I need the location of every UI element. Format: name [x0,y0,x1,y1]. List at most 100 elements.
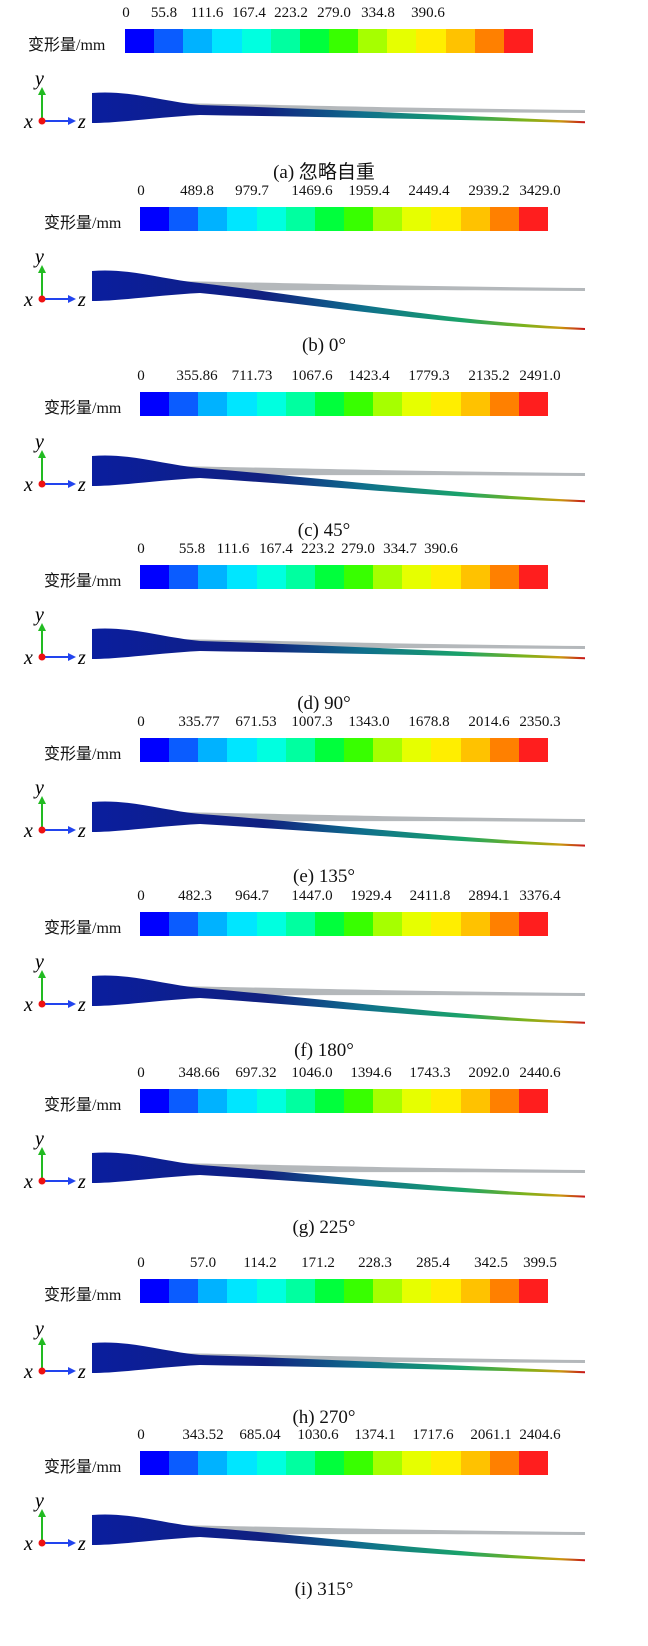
colorbar-segment [489,392,519,416]
colorbar-segment [169,738,199,762]
colorbar-segment [489,738,519,762]
colorbar-segment [256,738,286,762]
colorbar-segment [489,565,519,589]
colorbar-segment [518,207,548,231]
colorbar-segment [518,738,548,762]
colorbar-segment [314,1279,344,1303]
colorbar-segment [314,1451,344,1475]
tick-label: 482.3 [178,888,212,904]
z-axis-label: z [77,289,86,311]
tick-label: 348.66 [178,1065,220,1081]
tick-label: 2894.1 [468,888,510,904]
colorbar-segment [227,392,257,416]
colorbar-segment [169,207,199,231]
colorbar-segment [373,392,403,416]
deformed-blade [92,455,585,503]
tick-label: 57.0 [189,1255,217,1271]
colorbar-label: 变形量/mm [44,1097,122,1114]
axis-triad: yx z [23,1318,86,1383]
colorbar-segment [227,1089,257,1113]
colorbar-segment [198,565,228,589]
colorbar-ticks: 0 343.52 685.04 1030.6 1374.1 1717.6 2061.1 240… [0,1427,648,1449]
panel-3: 0 355.86 711.73 1067.6 1423.4 1779.3 2135.2 249… [0,368,648,541]
colorbar-label: 变形量/mm [44,746,122,763]
colorbar-segment [460,912,490,936]
panel-caption: (c) 45° [297,520,351,541]
colorbar-segment [140,392,170,416]
colorbar-segment [183,29,213,53]
x-axis-label: x [23,994,33,1016]
axis-triad: yx z [23,777,86,842]
colorbar-segment [431,392,461,416]
tick-label: 2449.4 [408,183,450,199]
tick-label: 685.04 [239,1427,281,1443]
axis-triad: yx z [23,246,86,311]
colorbar-ticks: 0 335.77 671.53 1007.3 1343.0 1678.8 2014.6 235… [0,714,648,736]
colorbar-segment [489,1279,519,1303]
x-axis-label: x [23,474,33,496]
colorbar-segment [431,912,461,936]
y-axis-label: y [33,951,44,973]
colorbar-segment [198,738,228,762]
colorbar-segment [227,1279,257,1303]
tick-label: 2491.0 [519,368,561,384]
colorbar-segment [198,392,228,416]
colorbar-segment [169,1279,199,1303]
axis-triad: yx z [23,431,86,496]
tick-label: 2092.0 [468,1065,510,1081]
y-axis-label: y [33,1490,44,1512]
colorbar-segment [431,1279,461,1303]
panel-caption: (d) 90° [297,693,351,714]
colorbar-segment [373,1451,403,1475]
colorbar-segment [387,29,417,53]
colorbar-segment [416,29,446,53]
tick-label: 3376.4 [519,888,561,904]
colorbar-label: 变形量/mm [44,920,122,937]
colorbar-segment [285,207,315,231]
colorbar [140,207,548,231]
y-axis-label: y [33,246,44,268]
panel-caption: (g) 225° [292,1217,356,1238]
z-axis-label: z [77,1361,86,1383]
tick-label: 399.5 [523,1255,557,1271]
colorbar [125,29,533,53]
colorbar [140,1089,548,1113]
tick-label: 55.8 [150,5,178,21]
tick-label: 0 [137,183,145,199]
colorbar-label: 变形量/mm [44,400,122,417]
tick-label: 1447.0 [291,888,333,904]
colorbar [140,1279,548,1303]
tick-label: 1717.6 [412,1427,454,1443]
panel-caption: (h) 270° [292,1407,356,1428]
tick-label: 1046.0 [291,1065,333,1081]
tick-label: 2939.2 [468,183,510,199]
deformed-blade [92,975,585,1024]
axis-triad: yx z [23,68,86,133]
tick-label: 0 [137,1427,145,1443]
tick-label: 334.8 [361,5,395,21]
tick-label: 671.53 [235,714,277,730]
tick-label: 285.4 [416,1255,450,1271]
deformed-blade [92,270,585,330]
colorbar-segment [227,207,257,231]
tick-label: 111.6 [190,5,224,21]
colorbar-segment [169,912,199,936]
colorbar-segment [460,207,490,231]
colorbar-segment [373,1089,403,1113]
colorbar-segment [270,29,300,53]
blade-deformation-view: yx z [23,777,585,847]
colorbar-segment [140,565,170,589]
colorbar-segment [431,1451,461,1475]
z-axis-label: z [77,1171,86,1193]
colorbar-ticks: 0 489.8 979.7 1469.6 1959.4 2449.4 2939.2 3429.… [0,183,648,205]
colorbar-segment [256,1279,286,1303]
colorbar-segment [460,738,490,762]
tick-label: 171.2 [301,1255,335,1271]
colorbar-segment [256,1089,286,1113]
tick-label: 3429.0 [519,183,561,199]
panel-4: 0 55.8 111.6 167.4 223.2 279.0 334.7 390.6 变形量/m… [0,541,648,714]
tick-label: 1394.6 [350,1065,392,1081]
colorbar-segment [285,738,315,762]
colorbar-segment [402,1451,432,1475]
y-axis-label: y [33,431,44,453]
